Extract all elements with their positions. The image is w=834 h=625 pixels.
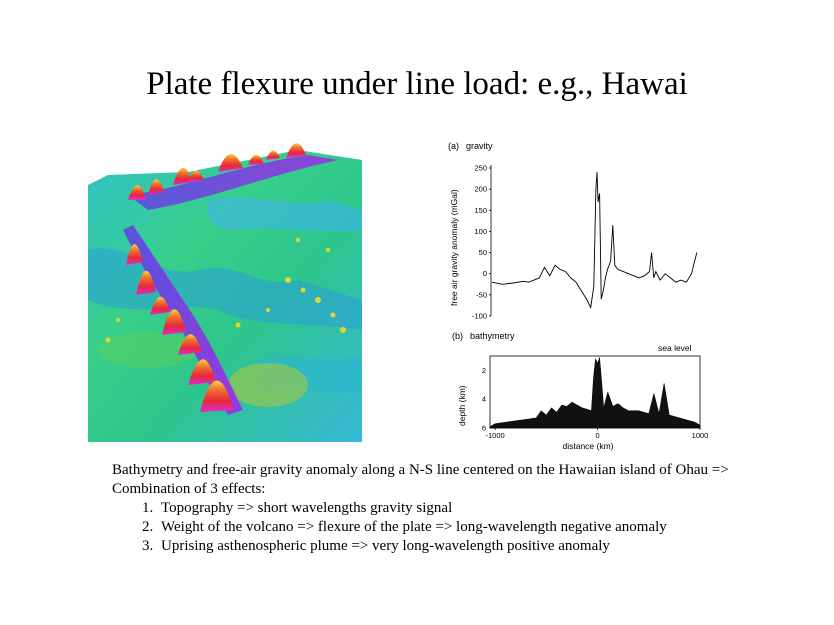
figure-caption: Bathymetry and free-air gravity anomaly …	[112, 461, 752, 556]
panel-b-title: bathymetry	[470, 331, 515, 341]
gravity-y-tick-label: 250	[474, 164, 487, 173]
bathymetry-y-tick-label: 6	[482, 424, 486, 433]
bathymetry-y-axis-label: depth (km)	[457, 385, 467, 426]
gravity-y-tick-label: 200	[474, 185, 487, 194]
panel-a-title: gravity	[466, 141, 493, 151]
gravity-y-tick-label: -50	[476, 290, 487, 299]
bathymetry-y-tick-label: 4	[482, 395, 486, 404]
bathymetry-x-tick-label: -1000	[486, 431, 505, 440]
gravity-bathymetry-figure: (a) gravity free air gravity anomaly (mG…	[448, 141, 709, 451]
gravity-y-tick-label: -100	[472, 312, 487, 321]
gravity-anomaly-line	[491, 172, 698, 309]
gravity-y-tick-label: 150	[474, 206, 487, 215]
list-item: Weight of the volcano => flexure of the …	[157, 518, 752, 537]
bathymetry-x-tick-label: 0	[596, 431, 600, 440]
slide-title: Plate flexure under line load: e.g., Haw…	[146, 66, 688, 102]
list-item: Topography => short wavelengths gravity …	[157, 499, 752, 518]
gravity-y-tick-label: 0	[483, 269, 487, 278]
bathymetry-x-tick-label: 1000	[692, 431, 709, 440]
bathymetry-profile	[489, 357, 701, 429]
hawaii-bathymetry-relief-image	[88, 143, 362, 442]
panel-b-label: (b)	[452, 331, 463, 341]
panel-a-label: (a)	[448, 141, 459, 151]
sea-level-label: sea level	[658, 343, 692, 353]
gravity-y-tick-label: 50	[479, 248, 487, 257]
list-item: Uprising asthenospheric plume => very lo…	[157, 537, 752, 556]
effects-list: Topography => short wavelengths gravity …	[112, 499, 752, 556]
bathymetry-x-axis-label: distance (km)	[562, 441, 613, 451]
gravity-y-axis-label: free air gravity anomaly (mGal)	[449, 189, 459, 306]
bathymetry-y-tick-label: 2	[482, 366, 486, 375]
gravity-y-tick-label: 100	[474, 227, 487, 236]
caption-intro: Bathymetry and free-air gravity anomaly …	[112, 462, 729, 497]
